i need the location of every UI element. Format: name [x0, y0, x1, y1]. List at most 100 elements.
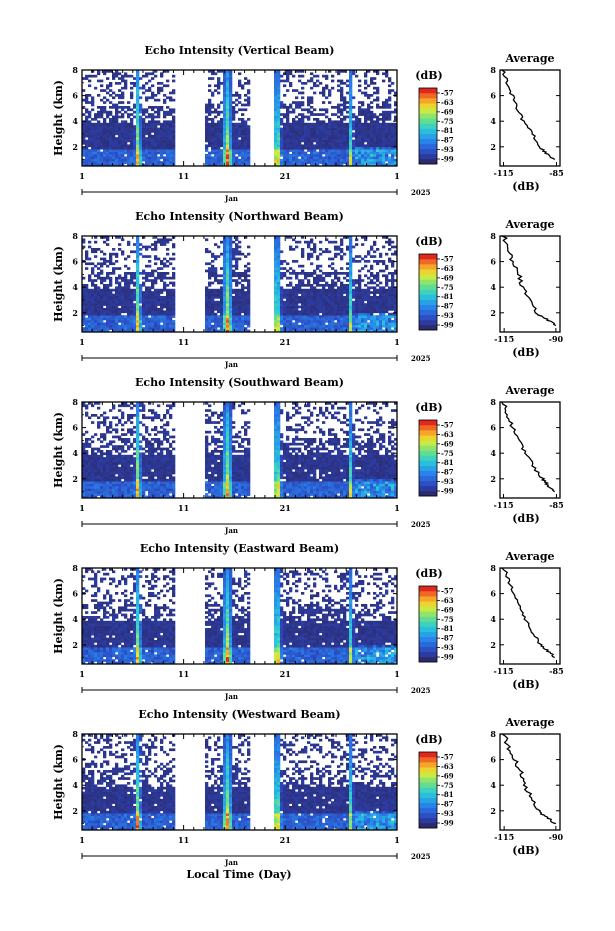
- heatmap-cell: [292, 151, 296, 155]
- heatmap-cell: [235, 315, 239, 318]
- heatmap-cell: [313, 312, 317, 316]
- heatmap-cell: [292, 238, 296, 242]
- heatmap-cell: [346, 286, 350, 290]
- heatmap-cell: [148, 72, 152, 76]
- heatmap-cell: [157, 130, 161, 133]
- heatmap-cell: [301, 139, 305, 143]
- heatmap-cell: [295, 288, 299, 292]
- heatmap-cell: [97, 110, 101, 114]
- heatmap-cell: [226, 279, 230, 282]
- heatmap-cell: [349, 238, 353, 242]
- heatmap-cell: [298, 305, 302, 309]
- heatmap-cell: [244, 142, 248, 145]
- colorbar-band: [419, 319, 437, 326]
- heatmap-cell: [133, 106, 137, 109]
- heatmap-cell: [343, 327, 347, 330]
- heatmap-cell: [292, 137, 296, 140]
- heatmap-cell: [163, 137, 167, 140]
- heatmap-cell: [316, 132, 320, 136]
- heatmap-cell: [295, 240, 299, 244]
- heatmap-cell: [274, 272, 278, 275]
- heatmap-cell: [136, 144, 140, 148]
- heatmap-cell: [370, 77, 374, 80]
- heatmap-cell: [382, 122, 386, 126]
- heatmap-cell: [223, 267, 227, 270]
- heatmap-cell: [100, 236, 104, 239]
- heatmap-cell: [289, 284, 293, 287]
- heatmap-cell: [166, 154, 170, 157]
- heatmap-cell: [217, 310, 221, 314]
- heatmap-cell: [217, 161, 221, 164]
- heatmap-cell: [295, 96, 299, 100]
- heatmap-cell: [322, 144, 326, 148]
- heatmap-cell: [337, 324, 341, 328]
- heatmap-cell: [283, 144, 287, 148]
- heatmap-cell: [244, 82, 248, 85]
- heatmap-cell: [244, 329, 248, 333]
- heatmap-cell: [328, 125, 332, 128]
- heatmap-cell: [289, 317, 293, 321]
- heatmap-cell: [88, 300, 92, 304]
- heatmap-cell: [277, 267, 281, 270]
- heatmap-cell: [376, 144, 380, 148]
- heatmap-cell: [211, 91, 215, 95]
- heatmap-cell: [349, 284, 353, 287]
- heatmap-cell: [340, 315, 344, 318]
- heatmap-cell: [94, 236, 98, 239]
- heatmap-cell: [295, 132, 299, 136]
- heatmap-cell: [97, 298, 101, 302]
- heatmap-cell: [355, 118, 359, 121]
- heatmap-cell: [316, 134, 320, 138]
- heatmap-cell: [121, 74, 125, 78]
- heatmap-cell: [109, 125, 113, 128]
- heatmap-cell: [307, 288, 311, 292]
- heatmap-cell: [238, 101, 242, 104]
- heatmap-cell: [370, 163, 374, 167]
- heatmap-cell: [139, 137, 143, 140]
- heatmap-cell: [334, 132, 338, 136]
- heatmap-cell: [379, 269, 383, 273]
- heatmap-cell: [127, 300, 131, 304]
- heatmap-cell: [232, 296, 236, 299]
- heatmap-cell: [226, 113, 230, 116]
- heatmap-cell: [349, 79, 353, 83]
- heatmap-cell: [235, 252, 239, 256]
- heatmap-cell: [286, 113, 290, 116]
- heatmap-cell: [142, 91, 146, 95]
- heatmap-cell: [367, 125, 371, 128]
- heatmap-cell: [118, 151, 122, 155]
- heatmap-cell: [298, 106, 302, 109]
- heatmap-cell: [349, 86, 353, 90]
- heatmap-cell: [301, 298, 305, 302]
- heatmap-cell: [385, 125, 389, 128]
- heatmap-cell: [322, 125, 326, 128]
- heatmap-cell: [220, 144, 224, 148]
- heatmap-cell: [283, 293, 287, 297]
- heatmap-cell: [328, 322, 332, 326]
- colorbar-band: [419, 304, 437, 311]
- heatmap-cell: [241, 298, 245, 302]
- heatmap-cell: [238, 149, 242, 152]
- heatmap-cell: [115, 308, 119, 311]
- heatmap-cell: [232, 144, 236, 148]
- heatmap-cell: [136, 276, 140, 280]
- heatmap-cell: [280, 300, 284, 304]
- heatmap-cell: [349, 77, 353, 80]
- heatmap-cell: [385, 252, 389, 256]
- heatmap-cell: [361, 132, 365, 136]
- heatmap-cell: [100, 272, 104, 275]
- heatmap-cell: [232, 329, 236, 333]
- heatmap-cell: [139, 120, 143, 124]
- heatmap-cell: [160, 127, 164, 131]
- heatmap-cell: [169, 310, 173, 314]
- heatmap-cell: [232, 137, 236, 140]
- heatmap-cell: [244, 94, 248, 97]
- heatmap-cell: [394, 250, 398, 254]
- heatmap-cell: [241, 84, 245, 88]
- heatmap-cell: [103, 276, 107, 280]
- heatmap-cell: [346, 151, 350, 155]
- heatmap-cell: [337, 276, 341, 280]
- heatmap-cell: [232, 154, 236, 157]
- heatmap-cell: [157, 298, 161, 302]
- heatmap-cell: [238, 296, 242, 299]
